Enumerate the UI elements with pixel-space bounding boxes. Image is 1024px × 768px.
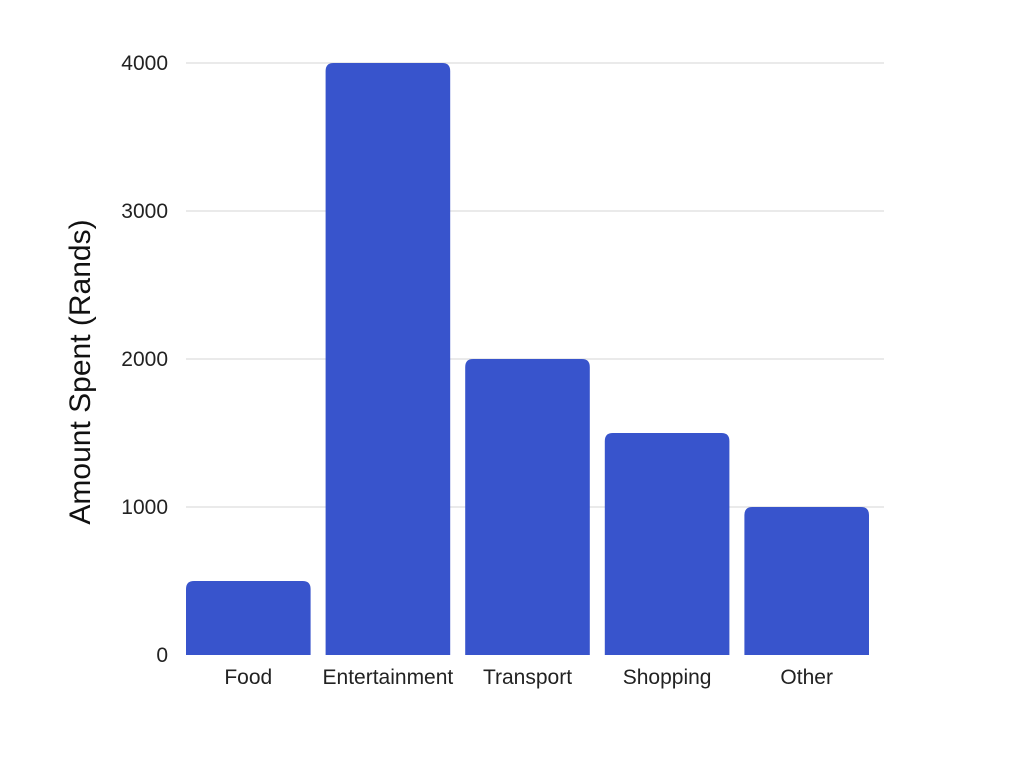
- y-tick-label: 3000: [121, 200, 168, 223]
- bar-transport: [465, 359, 590, 655]
- y-axis-title: Amount Spent (Rands): [64, 219, 97, 524]
- bar-shopping: [604, 433, 730, 655]
- bars: [186, 63, 869, 655]
- x-tick-label-shopping: Shopping: [623, 666, 712, 689]
- bar-entertainment: [325, 63, 451, 655]
- y-tick-label: 1000: [121, 496, 168, 519]
- x-tick-label-other: Other: [780, 666, 833, 689]
- bar-food: [186, 581, 311, 655]
- x-axis-ticks: Food Entertainment Transport Shopping Other: [224, 666, 833, 689]
- y-tick-label: 4000: [121, 52, 168, 75]
- x-tick-label-food: Food: [224, 666, 272, 689]
- y-tick-label: 2000: [121, 348, 168, 371]
- y-axis-ticks: 0 1000 2000 3000 4000: [121, 52, 168, 667]
- y-tick-label: 0: [156, 644, 168, 667]
- x-tick-label-transport: Transport: [483, 666, 572, 689]
- bar-other: [744, 507, 869, 655]
- x-tick-label-entertainment: Entertainment: [323, 666, 454, 689]
